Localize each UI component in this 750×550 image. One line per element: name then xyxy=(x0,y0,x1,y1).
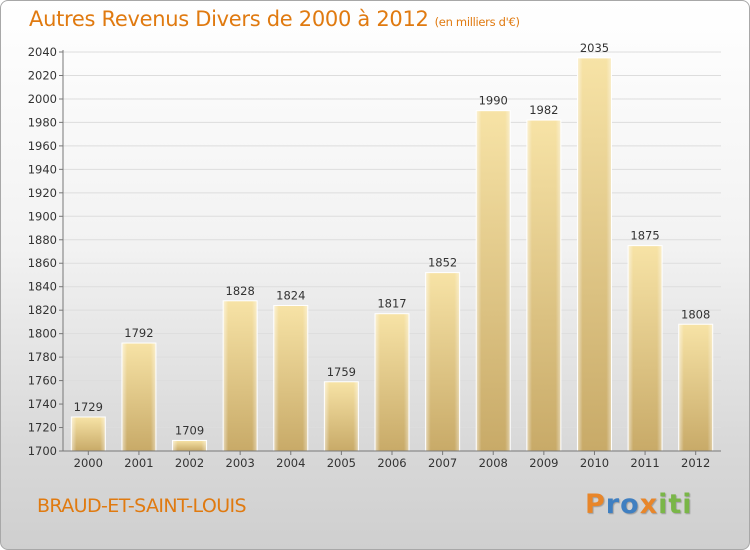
bar-value-label: 1875 xyxy=(630,229,659,243)
y-tick-label: 1740 xyxy=(28,397,57,411)
place-name: BRAUD-ET-SAINT-LOUIS xyxy=(37,495,247,517)
x-tick-label: 2012 xyxy=(681,456,710,470)
bar-highlight xyxy=(425,272,460,451)
logo-letter: r xyxy=(605,489,621,520)
bar-value-label: 1759 xyxy=(327,365,356,379)
y-tick-label: 1920 xyxy=(28,186,57,200)
y-tick-label: 1700 xyxy=(28,444,57,458)
logo-letter: i xyxy=(682,489,693,520)
logo-letter: t xyxy=(668,489,683,520)
bar-value-label: 1828 xyxy=(226,284,255,298)
x-tick-label: 2006 xyxy=(377,456,406,470)
data-labels: 1729 1792 1709 1828 1824 1759 1817 1852 1990 1982… xyxy=(74,41,711,438)
bar-value-label: 1990 xyxy=(479,94,508,108)
bar-value-label: 1982 xyxy=(529,103,558,117)
bar-highlight xyxy=(273,305,308,451)
y-tick-label: 2040 xyxy=(28,45,57,59)
bars xyxy=(70,57,714,452)
bar-value-label: 1852 xyxy=(428,256,457,270)
x-tick-label: 2008 xyxy=(479,456,508,470)
x-tick-label: 2007 xyxy=(428,456,457,470)
x-tick-label: 2001 xyxy=(124,456,153,470)
bar-highlight xyxy=(577,57,612,451)
logo-letter: P xyxy=(585,489,606,520)
x-tick-label: 2000 xyxy=(74,456,103,470)
y-tick-label: 1940 xyxy=(28,162,57,176)
bar-highlight xyxy=(121,343,156,451)
bar-value-label: 1824 xyxy=(276,288,305,302)
y-tick-label: 1780 xyxy=(28,350,57,364)
bar-value-label: 1817 xyxy=(377,297,406,311)
y-tick-label: 1720 xyxy=(28,421,57,435)
chart-title-text: Autres Revenus Divers de 2000 à 2012 xyxy=(29,7,429,31)
y-tick-label: 1860 xyxy=(28,256,57,270)
logo-letter: o xyxy=(620,489,640,520)
x-axis: 2000 2001 2002 2003 2004 2005 2006 2007 2008 2009… xyxy=(63,450,721,470)
bar-highlight xyxy=(628,245,663,451)
bar-value-label: 1808 xyxy=(681,307,710,321)
bar-value-label: 1729 xyxy=(74,400,103,414)
y-tick-label: 1800 xyxy=(28,327,57,341)
y-tick-label: 1760 xyxy=(28,374,57,388)
x-tick-label: 2003 xyxy=(226,456,255,470)
x-tick-label: 2011 xyxy=(630,456,659,470)
chart-title-unit: (en milliers d'€) xyxy=(434,15,520,29)
bar-highlight xyxy=(526,120,561,452)
bar-highlight xyxy=(172,440,207,451)
chart-title: Autres Revenus Divers de 2000 à 2012 (en … xyxy=(29,7,520,31)
y-tick-label: 1900 xyxy=(28,209,57,223)
y-tick-label: 1880 xyxy=(28,233,57,247)
x-tick-label: 2002 xyxy=(175,456,204,470)
y-tick-label: 2020 xyxy=(28,68,57,82)
y-tick-label: 1840 xyxy=(28,280,57,294)
bar-value-label: 1792 xyxy=(124,326,153,340)
bar-value-label: 1709 xyxy=(175,423,204,437)
bar-highlight xyxy=(223,300,258,451)
x-tick-label: 2005 xyxy=(327,456,356,470)
x-tick-label: 2010 xyxy=(580,456,609,470)
bar-highlight xyxy=(71,416,106,451)
y-tick-label: 2000 xyxy=(28,92,57,106)
y-tick-label: 1820 xyxy=(28,303,57,317)
logo-letter: i xyxy=(658,489,669,520)
bar-highlight xyxy=(375,313,409,451)
proxiti-logo[interactable]: Proxiti xyxy=(585,489,693,520)
y-tick-label: 1980 xyxy=(28,115,57,129)
y-tick-label: 1960 xyxy=(28,139,57,153)
bar-highlight xyxy=(324,381,359,451)
y-axis: 1700 1720 1740 1760 1780 1800 1820 1840 1860 1880… xyxy=(28,45,64,458)
bar-value-label: 2035 xyxy=(580,41,609,55)
bar-highlight xyxy=(476,110,511,452)
bar-highlight xyxy=(678,324,713,451)
x-tick-label: 2009 xyxy=(529,456,558,470)
logo-letter: x xyxy=(639,489,659,520)
x-tick-label: 2004 xyxy=(276,456,305,470)
